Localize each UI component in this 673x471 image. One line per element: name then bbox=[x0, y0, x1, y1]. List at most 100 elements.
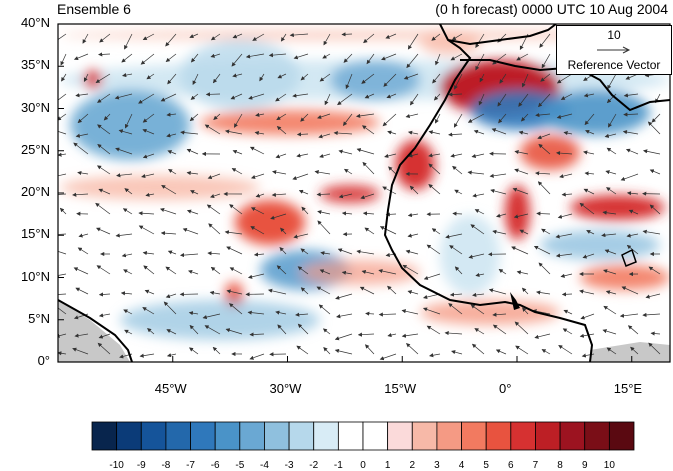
wind-vector bbox=[188, 311, 199, 316]
wind-vector bbox=[533, 245, 551, 255]
wind-vector bbox=[229, 204, 243, 215]
wind-vector bbox=[541, 53, 551, 69]
wind-vector bbox=[167, 150, 177, 155]
wind-vector bbox=[488, 288, 507, 295]
coastline-iberia bbox=[447, 24, 557, 46]
longitude-label: 15°W bbox=[384, 381, 417, 396]
wind-vector bbox=[409, 185, 419, 195]
wind-vector bbox=[555, 233, 573, 239]
colorbar-label: 0 bbox=[360, 460, 366, 471]
wind-vector bbox=[333, 130, 353, 136]
wind-vector bbox=[623, 93, 639, 98]
wind-vector bbox=[276, 265, 287, 275]
wind-vector bbox=[532, 309, 551, 315]
colorbar-cell bbox=[387, 421, 413, 451]
latitude-label: 5°N bbox=[28, 310, 50, 326]
field-shading bbox=[84, 70, 102, 88]
wind-vector bbox=[297, 266, 309, 275]
wind-vector bbox=[408, 153, 419, 158]
wind-vector bbox=[188, 269, 199, 275]
wind-vector bbox=[259, 73, 265, 82]
colorbar-label: -1 bbox=[333, 460, 343, 471]
wind-vector bbox=[366, 53, 375, 65]
wind-vector bbox=[498, 268, 507, 275]
field-shading bbox=[520, 135, 580, 170]
wind-vector bbox=[403, 73, 419, 80]
wind-vector bbox=[232, 149, 243, 155]
wind-vector bbox=[210, 266, 221, 275]
colorbar-cell bbox=[165, 421, 191, 451]
latitude-label: 15°N bbox=[20, 226, 50, 242]
colorbar-cell bbox=[436, 421, 462, 451]
wind-vector bbox=[165, 33, 177, 47]
wind-vector bbox=[648, 342, 661, 355]
wind-vector bbox=[467, 170, 485, 175]
colorbar-cell bbox=[608, 421, 635, 451]
wind-vector bbox=[625, 148, 639, 155]
wind-vector bbox=[387, 285, 397, 295]
reference-vector-magnitude: 10 bbox=[607, 28, 621, 42]
wind-vector bbox=[452, 211, 463, 216]
wind-vector bbox=[254, 130, 265, 136]
wind-vector bbox=[626, 233, 639, 238]
wind-vector bbox=[255, 193, 265, 198]
wind-vector bbox=[96, 227, 111, 235]
wind-vector bbox=[648, 266, 661, 275]
wind-vector bbox=[209, 290, 221, 295]
wind-vector bbox=[248, 93, 265, 100]
wind-vector bbox=[317, 113, 331, 119]
wind-vector bbox=[58, 93, 67, 101]
wind-vector bbox=[470, 304, 485, 315]
wind-vector bbox=[272, 170, 287, 175]
wind-vector bbox=[521, 73, 529, 88]
wind-vector bbox=[407, 233, 419, 238]
wind-vector bbox=[490, 188, 507, 195]
wind-vector bbox=[651, 113, 661, 123]
wind-vector bbox=[355, 113, 375, 118]
wind-vector bbox=[324, 93, 331, 106]
colorbar-label: -7 bbox=[186, 460, 195, 471]
wind-vector bbox=[630, 346, 639, 355]
wind-vector bbox=[300, 113, 309, 122]
wind-vector bbox=[642, 312, 661, 318]
wind-vector bbox=[474, 328, 485, 335]
wind-vector bbox=[448, 92, 463, 97]
wind-vector bbox=[338, 149, 353, 155]
wind-vector bbox=[145, 192, 155, 197]
wind-vector bbox=[317, 220, 331, 235]
gulf-guinea-islands bbox=[510, 292, 520, 310]
wind-vector bbox=[473, 129, 485, 135]
wind-vector bbox=[387, 332, 397, 338]
colorbar-label: -4 bbox=[260, 460, 269, 471]
wind-vector bbox=[120, 291, 133, 296]
wind-vector bbox=[423, 273, 441, 280]
wind-vector bbox=[323, 33, 331, 46]
wind-vector bbox=[514, 150, 529, 155]
wind-vector bbox=[586, 230, 595, 235]
wind-vector bbox=[563, 309, 573, 315]
wind-vector bbox=[58, 173, 67, 177]
wind-vector bbox=[276, 126, 287, 135]
latitude-label: 35°N bbox=[20, 57, 50, 73]
wind-vector bbox=[580, 313, 595, 320]
wind-vector bbox=[293, 233, 309, 239]
wind-vector bbox=[619, 313, 639, 318]
wind-vector bbox=[186, 209, 199, 215]
wind-vector bbox=[123, 309, 133, 315]
wind-vector bbox=[98, 313, 111, 318]
wind-vector bbox=[471, 153, 485, 158]
wind-vector bbox=[275, 310, 287, 315]
wind-vector bbox=[83, 73, 89, 82]
wind-vector bbox=[470, 224, 485, 235]
wind-vector bbox=[98, 188, 111, 195]
longitude-label: 15°E bbox=[613, 381, 643, 396]
wind-vector bbox=[584, 113, 595, 126]
colorbar-label: 6 bbox=[508, 460, 514, 471]
wind-vector bbox=[607, 73, 617, 90]
wind-vector bbox=[166, 112, 177, 117]
wind-vector bbox=[212, 73, 221, 84]
wind-vector bbox=[492, 53, 507, 65]
wind-vector bbox=[300, 73, 309, 81]
wind-vector bbox=[606, 187, 617, 195]
